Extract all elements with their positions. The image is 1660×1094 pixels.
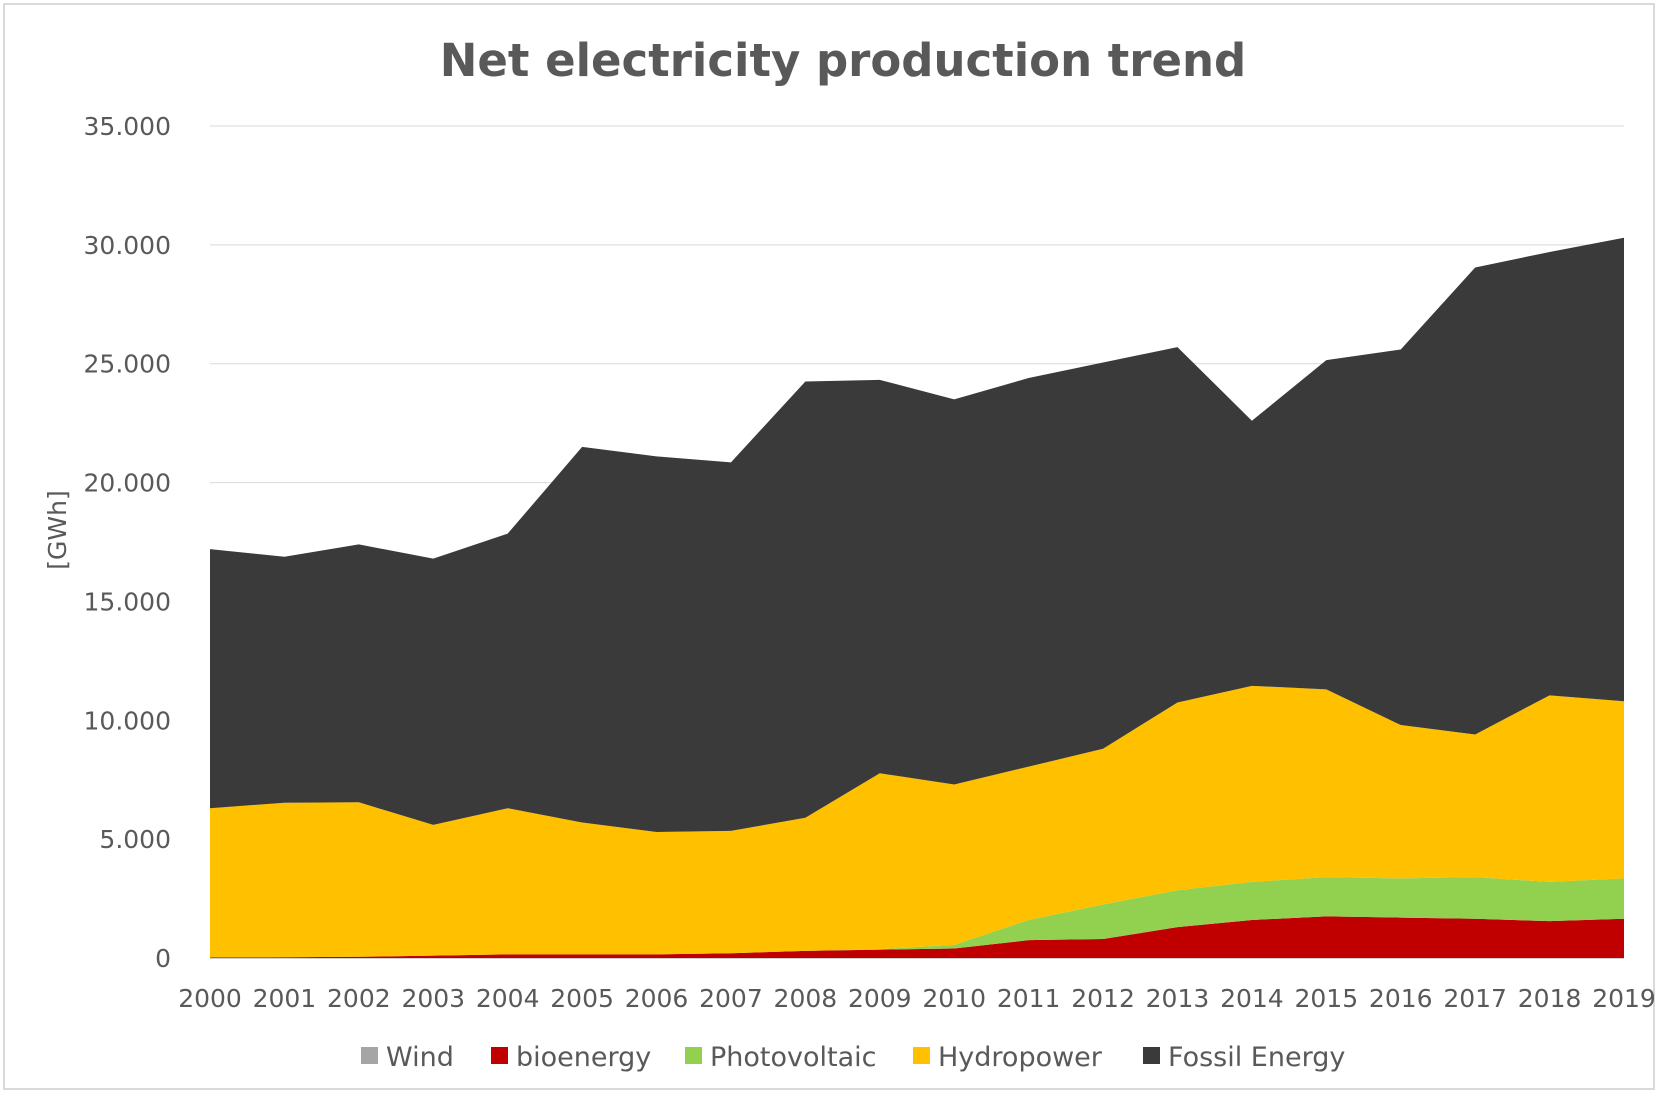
y-axis-ticks: 0 5.000 10.000 15.000 20.000 25.000 30.000 35.0… xyxy=(84,112,171,973)
legend-swatch xyxy=(361,1047,378,1064)
legend-item-photovoltaic: Photovoltaic xyxy=(685,1042,877,1073)
x-tick-label: 2004 xyxy=(476,984,540,1013)
legend-item-fossil-energy: Fossil Energy xyxy=(1143,1042,1345,1073)
legend-item-wind: Wind xyxy=(361,1042,454,1073)
x-tick-label: 2014 xyxy=(1220,984,1284,1013)
x-tick-label: 2002 xyxy=(327,984,391,1013)
y-tick-label: 30.000 xyxy=(84,231,171,260)
legend-item-bioenergy: bioenergy xyxy=(491,1042,651,1073)
x-tick-label: 2006 xyxy=(625,984,689,1013)
area-bioenergy xyxy=(210,916,1624,958)
legend-label: Fossil Energy xyxy=(1168,1042,1345,1073)
x-tick-label: 2016 xyxy=(1369,984,1433,1013)
legend-swatch xyxy=(1143,1047,1160,1064)
y-tick-label: 0 xyxy=(155,944,171,973)
x-tick-label: 2007 xyxy=(699,984,763,1013)
x-tick-label: 2019 xyxy=(1592,984,1656,1013)
x-tick-label: 2013 xyxy=(1146,984,1210,1013)
area-series xyxy=(210,237,1624,958)
legend-swatch xyxy=(685,1047,702,1064)
y-tick-label: 10.000 xyxy=(84,706,171,735)
x-tick-label: 2005 xyxy=(550,984,614,1013)
x-tick-label: 2009 xyxy=(848,984,912,1013)
legend-item-hydropower: Hydropower xyxy=(913,1042,1103,1073)
y-tick-label: 25.000 xyxy=(84,350,171,379)
legend: Wind bioenergy Photovoltaic Hydropower Fossi… xyxy=(361,1042,1345,1073)
x-tick-label: 2000 xyxy=(178,984,242,1013)
y-tick-label: 5.000 xyxy=(99,825,171,854)
legend-label: bioenergy xyxy=(516,1042,651,1073)
x-tick-label: 2001 xyxy=(253,984,317,1013)
y-tick-label: 20.000 xyxy=(84,469,171,498)
area-hydropower xyxy=(210,685,1624,958)
legend-swatch xyxy=(913,1047,930,1064)
x-tick-label: 2015 xyxy=(1295,984,1359,1013)
x-axis-ticks: 2000 2001 2002 2003 2004 2005 2006 2007 2008 2009… xyxy=(178,984,1656,1013)
chart-title: Net electricity production trend xyxy=(440,34,1247,87)
legend-label: Photovoltaic xyxy=(710,1042,877,1073)
x-tick-label: 2012 xyxy=(1071,984,1135,1013)
x-tick-label: 2003 xyxy=(401,984,465,1013)
x-tick-label: 2010 xyxy=(922,984,986,1013)
legend-swatch xyxy=(491,1047,508,1064)
x-tick-label: 2018 xyxy=(1518,984,1582,1013)
area-fossil-energy xyxy=(210,237,1624,833)
legend-label: Hydropower xyxy=(938,1042,1103,1073)
x-tick-label: 2017 xyxy=(1443,984,1507,1013)
legend-label: Wind xyxy=(386,1042,454,1073)
x-tick-label: 2008 xyxy=(774,984,838,1013)
y-tick-label: 15.000 xyxy=(84,587,171,616)
y-tick-label: 35.000 xyxy=(84,112,171,141)
area-photovoltaic xyxy=(210,877,1624,958)
y-axis-label: [GWh] xyxy=(43,490,72,569)
x-tick-label: 2011 xyxy=(997,984,1061,1013)
